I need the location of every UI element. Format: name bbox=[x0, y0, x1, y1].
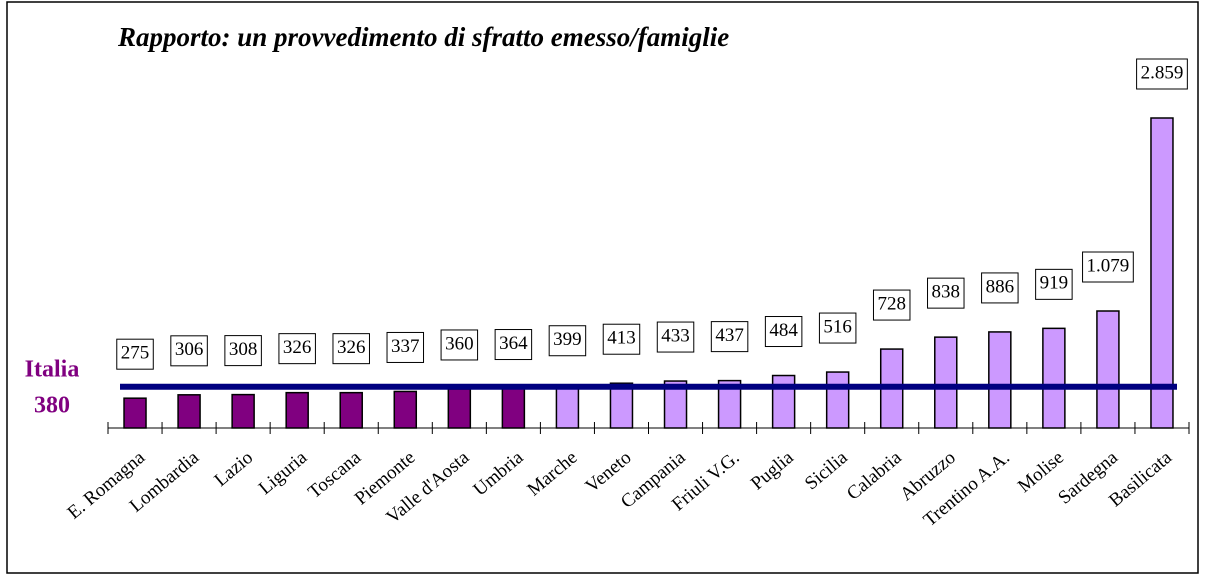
data-label-box bbox=[116, 338, 154, 370]
bar bbox=[825, 371, 850, 429]
bar bbox=[1096, 310, 1120, 429]
data-label: 838 bbox=[932, 281, 961, 302]
data-label-box bbox=[332, 333, 370, 365]
data-label: 306 bbox=[175, 339, 204, 360]
data-label: 326 bbox=[337, 337, 366, 358]
data-label: 728 bbox=[877, 293, 906, 314]
bar bbox=[285, 391, 309, 429]
data-label: 308 bbox=[229, 339, 258, 360]
data-label-box bbox=[602, 323, 641, 355]
data-label: 516 bbox=[823, 316, 852, 337]
data-label-box bbox=[224, 335, 262, 367]
data-label: 437 bbox=[715, 325, 744, 346]
data-label-box bbox=[548, 325, 587, 357]
data-label: 413 bbox=[607, 328, 636, 349]
bar bbox=[609, 382, 634, 429]
reference-value: 380 bbox=[34, 393, 70, 419]
data-label: 886 bbox=[986, 276, 1015, 297]
bar bbox=[934, 336, 958, 429]
data-label-box bbox=[764, 316, 803, 348]
data-label-box bbox=[170, 335, 208, 367]
data-label: 399 bbox=[553, 329, 582, 350]
data-label-box bbox=[1035, 268, 1073, 300]
data-label: 919 bbox=[1040, 273, 1069, 294]
bar bbox=[555, 383, 580, 429]
bar bbox=[177, 394, 201, 429]
data-label-box bbox=[872, 289, 911, 321]
bar bbox=[339, 391, 363, 429]
data-label: 2.859 bbox=[1141, 62, 1184, 83]
data-label-box bbox=[494, 329, 533, 361]
bar bbox=[663, 380, 688, 429]
chart-title: Rapporto: un provvedimento di sfratto em… bbox=[117, 22, 729, 52]
data-label: 360 bbox=[445, 333, 474, 354]
data-label-box bbox=[818, 312, 857, 344]
bar bbox=[447, 388, 472, 429]
bar bbox=[393, 390, 418, 429]
data-label-box bbox=[1136, 58, 1188, 90]
data-label-box bbox=[386, 331, 425, 363]
data-label: 1.079 bbox=[1087, 255, 1130, 276]
bar bbox=[123, 397, 147, 429]
data-label-box bbox=[981, 272, 1019, 304]
data-label: 337 bbox=[391, 336, 420, 357]
bar bbox=[988, 331, 1012, 429]
data-label-box bbox=[278, 333, 316, 365]
bar bbox=[1042, 327, 1066, 429]
bar bbox=[501, 387, 526, 429]
data-label: 433 bbox=[661, 325, 690, 346]
bar bbox=[1150, 117, 1174, 429]
data-label-box bbox=[927, 277, 965, 309]
bar bbox=[771, 374, 796, 429]
data-label-box bbox=[656, 321, 695, 353]
data-label-box bbox=[710, 321, 749, 353]
data-label: 484 bbox=[769, 320, 798, 341]
bar bbox=[231, 393, 255, 429]
data-label: 326 bbox=[283, 337, 312, 358]
data-label-box bbox=[1082, 251, 1134, 283]
reference-label: Italia bbox=[25, 357, 80, 383]
bar bbox=[717, 379, 742, 429]
data-label: 275 bbox=[121, 343, 150, 364]
data-label: 364 bbox=[499, 333, 528, 354]
data-label-box bbox=[440, 329, 479, 361]
